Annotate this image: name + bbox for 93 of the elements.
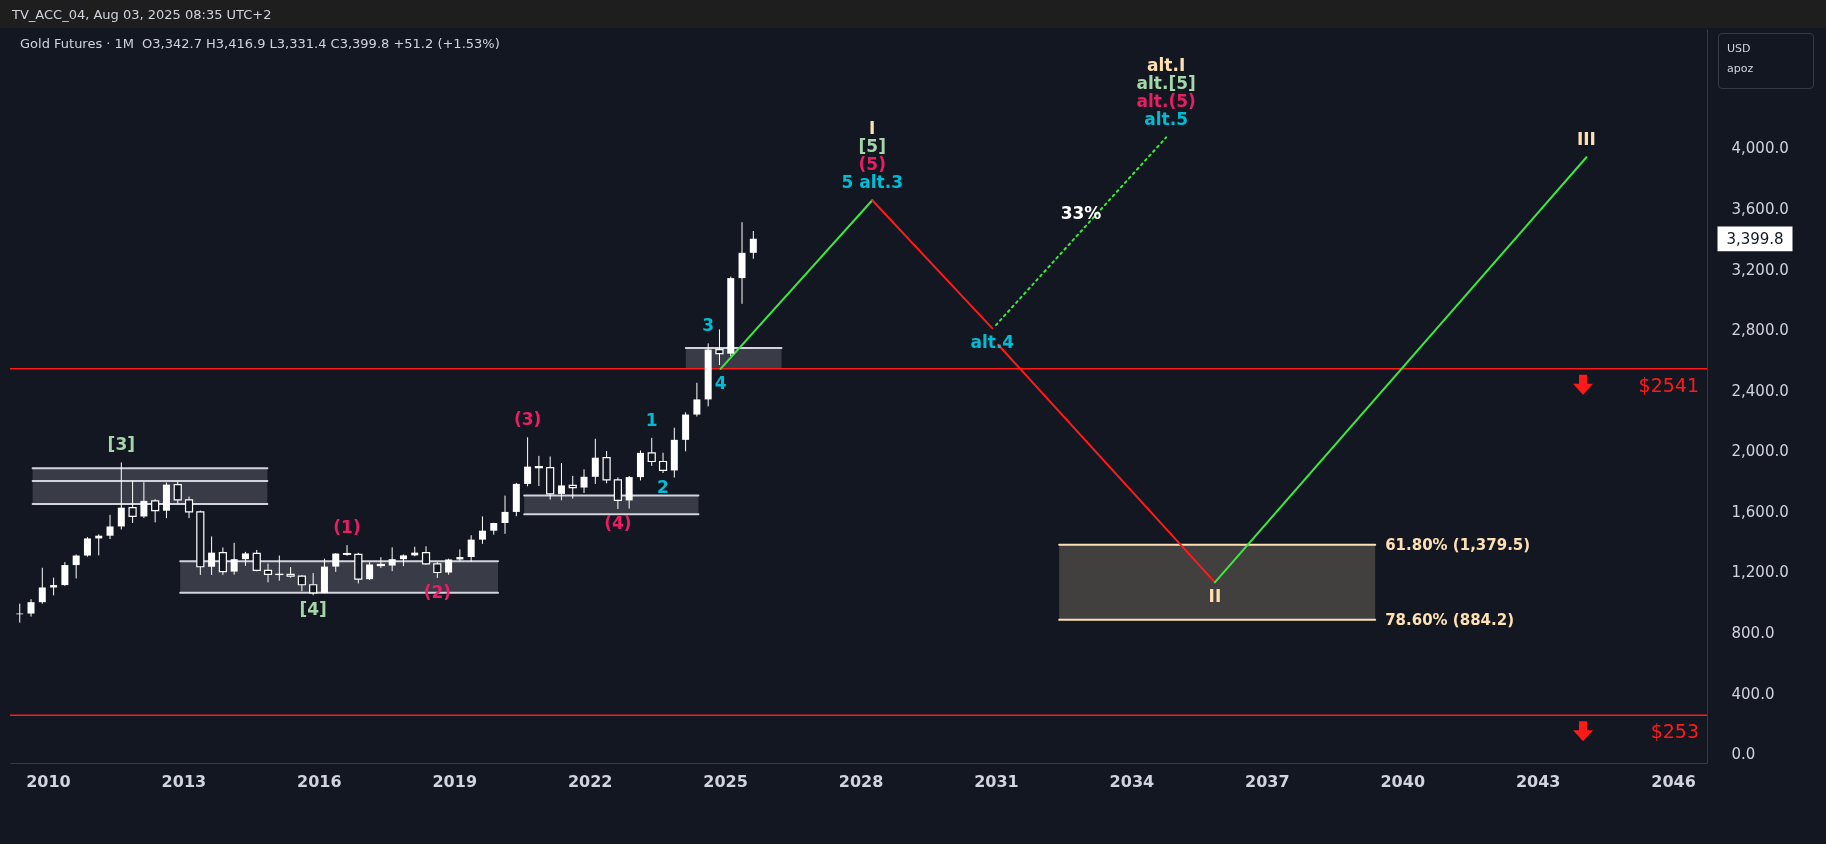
candlestick xyxy=(72,553,80,579)
candlestick xyxy=(117,461,125,530)
annotation: (1) xyxy=(333,517,361,538)
candlestick xyxy=(208,535,216,576)
series-label: 61.80% (1,379.5) xyxy=(1385,535,1531,554)
annotation: 1 xyxy=(645,409,658,430)
y-tick-label: 3,200.0 xyxy=(1731,260,1789,279)
annotation: [3] xyxy=(107,434,135,455)
annotation: alt.[5] xyxy=(1136,73,1196,94)
candlestick xyxy=(128,480,137,524)
y-tick-label: 3,600.0 xyxy=(1731,199,1789,218)
annotation: 2 xyxy=(657,477,669,497)
candlestick xyxy=(647,437,656,467)
annotation: alt.I xyxy=(1147,55,1186,76)
x-tick-label: 2019 xyxy=(432,771,478,791)
annotation: 3 xyxy=(702,315,715,336)
candlestick xyxy=(388,546,396,572)
annotation: [4] xyxy=(299,599,327,620)
candlestick xyxy=(61,561,69,587)
candlestick xyxy=(140,481,148,519)
annotation: I xyxy=(869,118,876,139)
candlestick xyxy=(106,514,114,540)
candlestick xyxy=(342,544,352,557)
candlestick xyxy=(715,328,724,366)
annotation: 4 xyxy=(714,372,727,393)
candlestick xyxy=(580,468,588,494)
x-tick-label: 2046 xyxy=(1651,771,1696,791)
candlestick xyxy=(309,572,318,596)
candlestick xyxy=(83,536,91,558)
annotation: 5 alt.3 xyxy=(841,172,903,193)
candlestick xyxy=(151,498,160,523)
x-tick-label: 2037 xyxy=(1245,771,1290,791)
candlestick xyxy=(749,230,757,260)
candlestick xyxy=(230,542,238,576)
candlestick xyxy=(602,450,611,484)
candlestick xyxy=(524,436,532,487)
y-tick-label: 400.0 xyxy=(1731,684,1775,703)
text: O3,342.7 H3,416.9 L3,331.4 C3,399.8 +51.2 (+1.53%) xyxy=(142,36,500,51)
x-tick-label: 2013 xyxy=(161,771,207,791)
candlestick xyxy=(625,475,633,510)
candlestick xyxy=(263,563,273,583)
annotation: III xyxy=(1576,129,1596,150)
y-tick-label: 1,600.0 xyxy=(1731,502,1789,521)
annotation: alt.5 xyxy=(1144,109,1189,130)
annotation: (5) xyxy=(858,154,886,175)
candlestick xyxy=(693,382,701,418)
candlestick xyxy=(376,556,385,569)
y-tick-label: 800.0 xyxy=(1731,623,1775,642)
annotation: 33% xyxy=(1060,203,1102,224)
y-tick-label: 0.0 xyxy=(1731,745,1756,764)
x-tick-label: 2034 xyxy=(1109,771,1155,791)
candlestick xyxy=(421,545,431,566)
legend-label: $2541 xyxy=(1638,373,1699,396)
candlestick xyxy=(591,438,599,485)
annotation: alt.(5) xyxy=(1136,91,1196,112)
series-label: 78.60% (884.2) xyxy=(1385,610,1515,629)
candlestick xyxy=(658,452,668,474)
candlestick xyxy=(218,547,227,576)
candlestick xyxy=(332,552,340,573)
annotation: alt.4 xyxy=(970,332,1015,353)
text: apoz xyxy=(1727,61,1755,77)
candlestick xyxy=(501,495,509,535)
annotation: II xyxy=(1208,586,1222,607)
x-tick-label: 2031 xyxy=(974,771,1019,791)
candlestick xyxy=(478,515,486,545)
candlestick xyxy=(38,567,46,605)
y-tick-label: 2,000.0 xyxy=(1731,442,1789,461)
candlestick xyxy=(568,475,577,500)
text: TV_ACC_04, Aug 03, 2025 08:35 UTC+2 xyxy=(0,0,1826,28)
candlestick xyxy=(184,496,194,519)
x-tick-label: 2028 xyxy=(838,771,884,791)
x-tick-label: 2040 xyxy=(1380,771,1426,791)
y-axis-title: USD xyxy=(1727,41,1752,57)
x-tick-label: 2043 xyxy=(1515,771,1561,791)
y-tick-label: 4,000.0 xyxy=(1731,139,1789,158)
candlestick xyxy=(613,476,622,510)
y-tick-label: 1,200.0 xyxy=(1731,563,1789,582)
annotation: [5] xyxy=(858,136,886,157)
text: 3,399.8 xyxy=(1726,229,1784,248)
candlestick xyxy=(467,534,475,563)
candlestick xyxy=(173,480,182,504)
candlestick xyxy=(557,462,565,501)
x-tick-label: 2025 xyxy=(703,771,748,791)
x-tick-label: 2016 xyxy=(297,771,342,791)
x-tick-label: 2010 xyxy=(26,771,71,791)
ref-line-label: $253 xyxy=(1650,720,1699,743)
annotation: (4) xyxy=(604,513,632,534)
text: Gold Futures · 1M xyxy=(20,36,135,51)
annotation: (3) xyxy=(513,409,542,430)
candlestick xyxy=(534,455,543,487)
y-tick-label: 2,400.0 xyxy=(1731,381,1789,400)
x-tick-label: 2022 xyxy=(567,771,613,791)
y-tick-label: 2,800.0 xyxy=(1731,321,1789,340)
